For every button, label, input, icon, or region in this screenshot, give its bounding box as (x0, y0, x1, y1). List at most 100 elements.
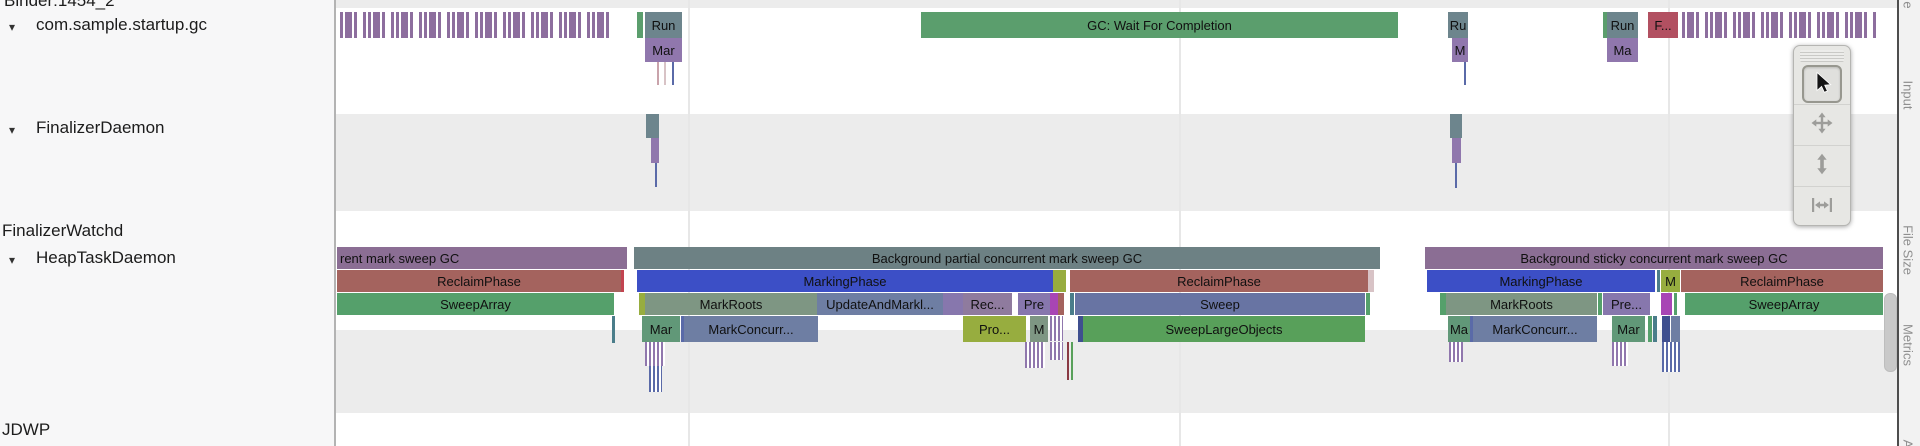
side-tab-partial-top[interactable]: e (1900, 1, 1916, 9)
slice-pre[interactable]: Pre (1018, 293, 1050, 315)
slice[interactable] (637, 12, 643, 38)
slice-sweep[interactable]: Sweep (1075, 293, 1365, 315)
slice-reclaimphase[interactable]: ReclaimPhase (1681, 270, 1883, 292)
zoom-tool-button[interactable] (1794, 145, 1850, 186)
side-tab-partial-bottom[interactable]: A (1900, 439, 1916, 446)
collapse-arrow-icon[interactable]: ▾ (9, 253, 16, 267)
stripes[interactable] (649, 366, 662, 392)
slice[interactable] (1067, 342, 1069, 380)
slice-pro[interactable]: Pro... (963, 316, 1026, 342)
slice-mar[interactable]: Mar (642, 316, 680, 342)
slice-sweeplargeobjects[interactable]: SweepLargeObjects (1083, 316, 1365, 342)
slice[interactable] (1070, 293, 1074, 315)
slice-background-partial-concurrent-mark-sweep-gc[interactable]: Background partial concurrent mark sweep… (634, 247, 1380, 269)
slice[interactable] (1598, 293, 1602, 315)
slice-ma[interactable]: Ma (1607, 38, 1638, 62)
slice-mar[interactable]: Mar (645, 38, 682, 62)
slice-pre[interactable]: Pre... (1603, 293, 1650, 315)
side-tab-file-size[interactable]: File Size (1900, 225, 1916, 275)
busy-stripes[interactable] (340, 12, 612, 38)
slice[interactable] (1464, 62, 1466, 85)
slice[interactable] (943, 293, 963, 315)
slice-run[interactable]: Run (645, 12, 682, 38)
slice[interactable] (1657, 270, 1660, 292)
vertical-scrollbar-thumb[interactable] (1884, 293, 1897, 372)
slice[interactable] (646, 114, 659, 138)
slice[interactable] (612, 316, 615, 343)
slice[interactable] (672, 62, 674, 85)
slice-m[interactable]: M (1030, 316, 1048, 342)
slice-markingphase[interactable]: MarkingPhase (1427, 270, 1655, 292)
collapse-arrow-icon[interactable]: ▾ (9, 123, 16, 137)
sidebar-item-finalizerdaemon[interactable]: FinalizerDaemon (36, 118, 165, 137)
slice[interactable] (1653, 316, 1657, 342)
collapse-arrow-icon[interactable]: ▾ (9, 20, 16, 34)
slice[interactable] (639, 293, 645, 315)
stripes[interactable] (1449, 342, 1463, 362)
slice[interactable] (621, 270, 624, 292)
slice-markingphase[interactable]: MarkingPhase (637, 270, 1053, 292)
sidebar-item-jdwp[interactable]: JDWP (2, 420, 51, 439)
slice-markconcurr[interactable]: MarkConcurr... (684, 316, 818, 342)
stripes[interactable] (645, 342, 665, 366)
slice-updateandmarkl[interactable]: UpdateAndMarkl... (817, 293, 943, 315)
slice[interactable] (1603, 12, 1607, 38)
slice[interactable] (1053, 270, 1066, 292)
slice-mar[interactable]: Mar (1612, 316, 1645, 342)
palette-drag-handle[interactable] (1800, 50, 1844, 62)
sidebar-item-heaptaskdaemon[interactable]: HeapTaskDaemon (36, 248, 176, 267)
stripes[interactable] (1025, 342, 1045, 368)
slice[interactable] (664, 62, 666, 85)
stripes[interactable] (1050, 316, 1063, 341)
slice[interactable] (1368, 270, 1374, 292)
slice-m[interactable]: M (1452, 38, 1468, 62)
slice-markconcurr[interactable]: MarkConcurr... (1473, 316, 1597, 342)
stripes[interactable] (1612, 342, 1628, 366)
slice[interactable] (1455, 163, 1457, 188)
slice-run[interactable]: Run (1607, 12, 1638, 38)
slice-f[interactable]: F... (1648, 12, 1678, 38)
slice[interactable] (657, 62, 659, 85)
slice-sweeparray[interactable]: SweepArray (1685, 293, 1883, 315)
slice[interactable] (1071, 342, 1073, 380)
selection-tool-button[interactable] (1794, 64, 1850, 104)
slice[interactable] (1452, 138, 1461, 163)
slice[interactable] (1674, 293, 1677, 315)
slice[interactable] (1050, 293, 1058, 315)
stripes[interactable] (1050, 342, 1063, 360)
slice-rec[interactable]: Rec... (963, 293, 1012, 315)
slice-rent-mark-sweep-gc[interactable]: rent mark sweep GC (337, 247, 627, 269)
slice[interactable] (1366, 293, 1370, 315)
slice-sweeparray[interactable]: SweepArray (337, 293, 614, 315)
slice[interactable] (681, 316, 684, 342)
slice[interactable] (1662, 316, 1670, 342)
slice[interactable] (1470, 316, 1473, 342)
slice[interactable] (1440, 293, 1446, 315)
side-tab-metrics[interactable]: Metrics (1900, 324, 1916, 366)
stripes[interactable] (1662, 342, 1680, 372)
slice[interactable] (1648, 316, 1652, 342)
slice-markroots[interactable]: MarkRoots (645, 293, 817, 315)
slice[interactable] (1078, 316, 1083, 342)
slice[interactable] (651, 138, 659, 163)
side-tab-input[interactable]: Input (1900, 80, 1916, 110)
pan-tool-button[interactable] (1794, 104, 1850, 145)
slice[interactable] (1450, 114, 1462, 138)
slice-m[interactable]: M (1661, 270, 1680, 292)
slice-ma[interactable]: Ma (1448, 316, 1470, 342)
slice[interactable] (1671, 316, 1680, 342)
slice-gc-wait-for-completion[interactable]: GC: Wait For Completion (921, 12, 1398, 38)
sidebar-item-binder-1454-2[interactable]: Binder:1454_2 (4, 0, 115, 10)
slice[interactable] (655, 163, 657, 187)
slice-reclaimphase[interactable]: ReclaimPhase (337, 270, 621, 292)
slice-ru[interactable]: Ru (1448, 12, 1468, 38)
timing-tool-button[interactable] (1794, 186, 1850, 227)
slice-background-sticky-concurrent-mark-sweep-gc[interactable]: Background sticky concurrent mark sweep … (1425, 247, 1883, 269)
timeline-canvas[interactable]: Run GC: Wait For Completion Ru Run F... Mar M M… (336, 0, 1897, 446)
sidebar-item-com-sample-startup-gc[interactable]: com.sample.startup.gc (36, 15, 208, 34)
sidebar-item-finalizerwatchd[interactable]: FinalizerWatchd (2, 221, 124, 240)
slice-reclaimphase[interactable]: ReclaimPhase (1070, 270, 1368, 292)
slice[interactable] (1661, 293, 1672, 315)
slice-markroots[interactable]: MarkRoots (1446, 293, 1597, 315)
slice[interactable] (1058, 293, 1064, 315)
